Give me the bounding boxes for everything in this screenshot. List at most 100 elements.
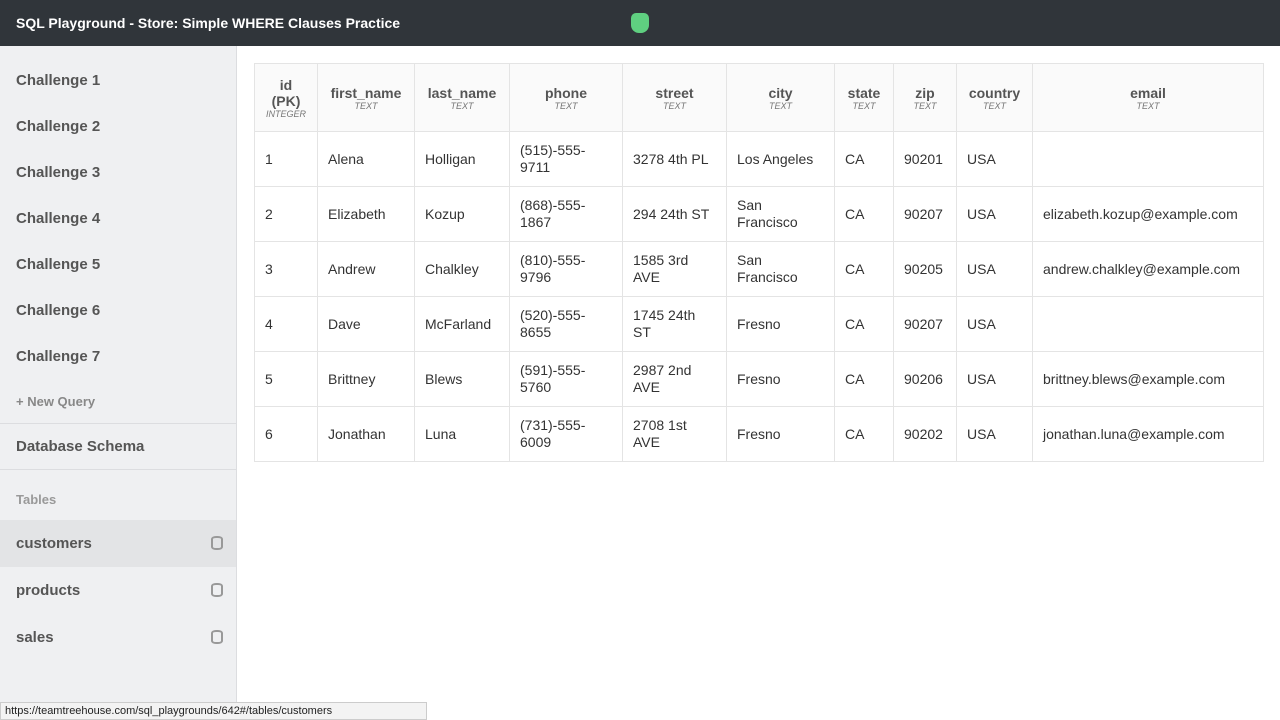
sidebar-item-challenge-5[interactable]: Challenge 5 [16, 256, 101, 273]
table-row: 2 Elizabeth Kozup (868)-555-1867 294 24th ST… [254, 186, 1264, 242]
table-cell: 90201 [893, 131, 957, 187]
table-cell: 1585 3rd AVE [622, 241, 727, 297]
table-cell: 4 [254, 296, 318, 352]
column-header-first_name[interactable]: first_name TEXT [317, 63, 415, 132]
database-icon [211, 630, 223, 644]
table-cell: San Francisco [726, 241, 835, 297]
table-cell: 3 [254, 241, 318, 297]
table-cell: Holligan [414, 131, 510, 187]
column-type: TEXT [982, 100, 1006, 111]
table-cell: 90207 [893, 296, 957, 352]
results-area: id (PK) INTEGER first_name TEXT last_name TEX… [254, 63, 1264, 462]
sidebar-item-challenge-6[interactable]: Challenge 6 [16, 302, 101, 319]
table-cell: USA [956, 131, 1033, 187]
table-row: 6 Jonathan Luna (731)-555-6009 2708 1st AVE F… [254, 406, 1264, 462]
column-header-last_name[interactable]: last_name TEXT [414, 63, 510, 132]
table-cell: USA [956, 296, 1033, 352]
table-cell: McFarland [414, 296, 510, 352]
table-cell: 1 [254, 131, 318, 187]
table-name: sales [16, 629, 54, 646]
table-row: 4 Dave McFarland (520)-555-8655 1745 24th ST… [254, 296, 1264, 352]
treehouse-logo-icon[interactable] [631, 13, 649, 33]
table-row: 5 Brittney Blews (591)-555-5760 2987 2nd AVE… [254, 351, 1264, 407]
column-name: country [968, 84, 1021, 101]
table-cell: Fresno [726, 351, 835, 407]
table-cell: USA [956, 406, 1033, 462]
table-cell: CA [834, 351, 894, 407]
page-title: SQL Playground - Store: Simple WHERE Cla… [16, 15, 401, 31]
table-cell: Brittney [317, 351, 415, 407]
table-cell: USA [956, 351, 1033, 407]
sidebar-item-challenge-1[interactable]: Challenge 1 [16, 72, 101, 89]
sidebar-table-customers[interactable]: customers [0, 520, 236, 567]
table-cell: Los Angeles [726, 131, 835, 187]
new-query-button[interactable]: + New Query [0, 380, 236, 424]
column-header-phone[interactable]: phone TEXT [509, 63, 623, 132]
sidebar-item-challenge-3[interactable]: Challenge 3 [16, 164, 101, 181]
column-name: state [847, 84, 881, 101]
table-cell: 90206 [893, 351, 957, 407]
sidebar-item-challenge-7[interactable]: Challenge 7 [16, 348, 101, 365]
column-header-state[interactable]: state TEXT [834, 63, 894, 132]
column-header-id-PK-[interactable]: id (PK) INTEGER [254, 63, 318, 132]
sidebar: Challenge 1 Challenge 2 Challenge 3 Challen… [0, 46, 237, 720]
column-header-street[interactable]: street TEXT [622, 63, 727, 132]
table-cell: 5 [254, 351, 318, 407]
table-cell: Elizabeth [317, 186, 415, 242]
table-cell: (591)-555-5760 [509, 351, 623, 407]
column-name: id (PK) [271, 76, 301, 109]
table-row: 1 Alena Holligan (515)-555-9711 3278 4th PL L… [254, 131, 1264, 187]
sidebar-item-challenge-4[interactable]: Challenge 4 [16, 210, 101, 227]
table-row: 3 Andrew Chalkley (810)-555-9796 1585 3rd AV… [254, 241, 1264, 297]
sidebar-item-challenge-2[interactable]: Challenge 2 [16, 118, 101, 135]
column-header-country[interactable]: country TEXT [956, 63, 1033, 132]
column-name: first_name [330, 84, 402, 101]
table-cell: 1745 24th ST [622, 296, 727, 352]
column-type: TEXT [768, 100, 792, 111]
column-header-email[interactable]: email TEXT [1032, 63, 1264, 132]
column-type: TEXT [913, 100, 937, 111]
table-name: customers [16, 535, 92, 552]
table-cell: 2708 1st AVE [622, 406, 727, 462]
database-schema-heading: Database Schema [0, 424, 236, 470]
sidebar-table-products[interactable]: products [0, 567, 236, 614]
database-icon [211, 536, 223, 550]
column-header-city[interactable]: city TEXT [726, 63, 835, 132]
column-type: TEXT [554, 100, 578, 111]
tables-label: Tables [16, 492, 57, 507]
column-type: TEXT [662, 100, 686, 111]
column-name: email [1130, 84, 1166, 101]
column-name: city [768, 84, 793, 101]
column-name: last_name [427, 84, 497, 101]
table-cell: CA [834, 186, 894, 242]
column-header-zip[interactable]: zip TEXT [893, 63, 957, 132]
table-cell: San Francisco [726, 186, 835, 242]
table-cell: 2 [254, 186, 318, 242]
table-cell: Dave [317, 296, 415, 352]
table-cell: CA [834, 241, 894, 297]
table-cell: Fresno [726, 296, 835, 352]
column-type: INTEGER [265, 108, 306, 119]
table-cell: (868)-555-1867 [509, 186, 623, 242]
column-name: zip [915, 84, 935, 101]
table-cell: Blews [414, 351, 510, 407]
table-cell: Andrew [317, 241, 415, 297]
sidebar-table-sales[interactable]: sales [0, 614, 236, 661]
table-cell: USA [956, 241, 1033, 297]
table-cell: Fresno [726, 406, 835, 462]
table-cell [1032, 131, 1264, 187]
status-bar-url: https://teamtreehouse.com/sql_playground… [0, 702, 427, 720]
customers-table: id (PK) INTEGER first_name TEXT last_name TEX… [254, 63, 1264, 462]
column-name: street [655, 84, 694, 101]
column-type: TEXT [1136, 100, 1160, 111]
table-cell [1032, 296, 1264, 352]
table-cell: Luna [414, 406, 510, 462]
column-type: TEXT [852, 100, 876, 111]
table-cell: (810)-555-9796 [509, 241, 623, 297]
table-cell: (515)-555-9711 [509, 131, 623, 187]
table-cell: 90202 [893, 406, 957, 462]
table-cell: Jonathan [317, 406, 415, 462]
table-cell: elizabeth.kozup@example.com [1032, 186, 1264, 242]
table-cell: (520)-555-8655 [509, 296, 623, 352]
database-icon [211, 583, 223, 597]
